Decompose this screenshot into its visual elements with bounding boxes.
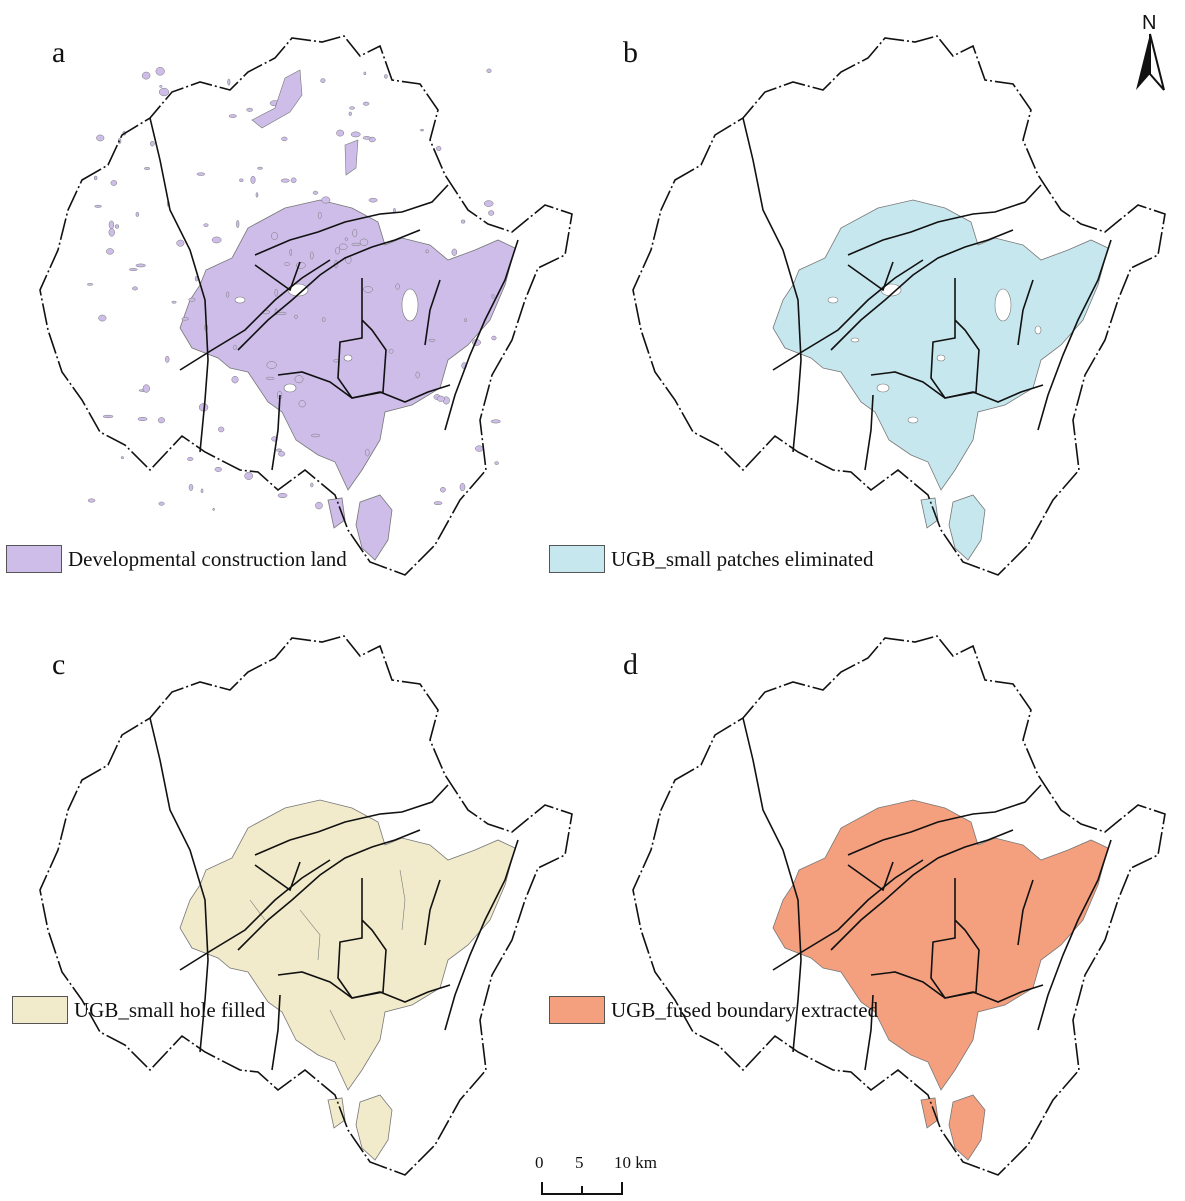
district-boundary [149,117,209,453]
map-a [39,35,573,576]
district-boundary [830,829,1014,951]
district-boundary [772,859,924,971]
map-panel-a: a Developmental construction land [0,0,592,600]
legend-label-b: UGB_small patches eliminated [611,546,874,571]
map-d [632,635,1166,1176]
ugb-fused-boundary [772,799,1109,1161]
district-boundary [337,878,387,999]
map-panel-d: d UGB_fused boundary extracted [549,600,1185,1200]
district-boundary [271,994,281,1071]
map-c [39,635,573,1176]
panel-letter-a: a [52,36,66,69]
panel-letter-d: d [623,648,638,681]
district-boundary [237,229,421,351]
panel-letter-c: c [52,648,66,681]
panel-letter-b: b [623,36,638,69]
district-boundary [847,861,894,892]
district-boundary [1037,239,1112,431]
legend-d: UGB_fused boundary extracted [549,996,878,1024]
district-boundary [237,829,421,951]
district-boundary [254,261,301,292]
district-boundary [930,878,980,999]
developmental-land-patches [86,67,516,561]
district-boundary [742,717,802,1053]
scale-tick-5: 5 [575,1153,584,1172]
district-boundary [179,259,331,371]
region-outline [632,35,1166,576]
map-b [632,35,1166,576]
district-boundary [1037,839,1112,1031]
map-panel-b: b UGB_small patches eliminated [549,0,1185,600]
district-boundary [337,278,387,399]
ugb-holes-filled [179,799,516,1161]
region-outline [39,35,573,576]
region-outline [39,635,573,1176]
legend-b: UGB_small patches eliminated [549,545,873,573]
district-boundary [271,394,281,471]
legend-swatch-c [12,996,68,1024]
district-boundary [847,784,1042,856]
legend-c: UGB_small hole filled [12,996,265,1024]
district-boundary [149,717,209,1053]
district-boundary [864,994,874,1071]
district-boundary [444,839,519,1031]
district-boundary [830,229,1014,351]
scale-bar [541,1182,623,1195]
district-boundary [424,879,441,946]
ugb-patches-eliminated [772,199,1109,561]
legend-swatch-b [549,545,605,573]
region-outline [632,635,1166,1176]
legend-a: Developmental construction land [6,545,347,573]
scale-tick-0: 0 [535,1153,544,1172]
scale-tick-10: 10 km [614,1153,657,1172]
north-label: N [1142,12,1157,34]
north-arrow-icon [1136,33,1165,91]
district-boundary [847,261,894,292]
district-boundary [847,184,1042,256]
district-boundary [254,784,449,856]
legend-swatch-d [549,996,605,1024]
legend-swatch-a [6,545,62,573]
legend-label-c: UGB_small hole filled [74,997,266,1022]
district-boundary [424,279,441,346]
district-boundary [742,117,802,453]
district-boundary [930,278,980,399]
map-panel-c: c UGB_small hole filled [0,600,592,1200]
district-boundary [254,184,449,256]
district-boundary [1017,279,1034,346]
district-boundary [179,859,331,971]
district-boundary [772,259,924,371]
legend-label-a: Developmental construction land [68,546,347,571]
district-boundary [254,861,301,892]
district-boundary [864,394,874,471]
legend-label-d: UGB_fused boundary extracted [611,997,879,1022]
district-boundary [444,239,519,431]
district-boundary [1017,879,1034,946]
